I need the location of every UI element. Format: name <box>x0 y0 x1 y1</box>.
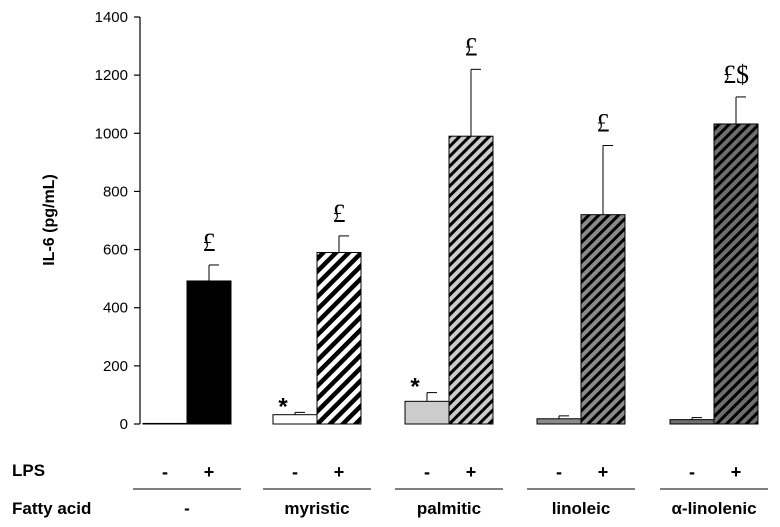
bars-layer <box>142 68 759 425</box>
bar <box>186 280 232 425</box>
y-axis: 0 200 400 600 800 1000 1200 1400 <box>95 9 141 433</box>
lps-sign-label: + <box>466 462 477 482</box>
labels-layer: -£+-*-£+myristic*-£+palmitic-£+linoleic-… <box>133 32 768 518</box>
group-label: linoleic <box>552 499 611 518</box>
lps-sign-label: - <box>689 462 695 482</box>
y-tick-label: 1000 <box>95 125 128 142</box>
lps-row-label: LPS <box>12 461 45 480</box>
y-axis-title: IL-6 (pg/mL) <box>41 174 58 266</box>
bar-annotation: £ <box>597 108 610 137</box>
y-tick-label: 600 <box>103 242 128 259</box>
y-tick-label: 400 <box>103 300 128 317</box>
bar-annotation: £ <box>465 32 478 61</box>
lps-sign-label: - <box>424 462 430 482</box>
lps-sign-label: + <box>334 462 345 482</box>
fatty-acid-row-label: Fatty acid <box>12 499 91 518</box>
bar <box>404 400 450 425</box>
bar <box>142 422 188 425</box>
bar <box>448 135 494 425</box>
bar-annotation: * <box>278 393 288 420</box>
bar-annotation: £ <box>333 199 346 228</box>
bar-annotation: £$ <box>723 60 749 89</box>
bar-annotation: £ <box>203 228 216 257</box>
lps-sign-label: + <box>731 462 742 482</box>
bar <box>580 214 626 425</box>
lps-sign-label: - <box>292 462 298 482</box>
y-tick-label: 200 <box>103 358 128 375</box>
bar-annotation: * <box>410 374 420 401</box>
lps-sign-label: + <box>598 462 609 482</box>
group-label: myristic <box>284 499 349 518</box>
y-tick-label: 1400 <box>95 9 128 26</box>
bar <box>316 251 362 425</box>
bar <box>713 123 759 425</box>
group-label: α-linolenic <box>671 499 756 518</box>
group-label: - <box>184 499 190 518</box>
lps-sign-label: + <box>204 462 215 482</box>
y-tick-label: 800 <box>103 183 128 200</box>
y-tick-label: 0 <box>120 416 128 433</box>
lps-sign-label: - <box>162 462 168 482</box>
bar <box>536 418 582 425</box>
group-label: palmitic <box>417 499 481 518</box>
bar <box>669 419 715 425</box>
lps-sign-label: - <box>556 462 562 482</box>
y-tick-label: 1200 <box>95 67 128 84</box>
